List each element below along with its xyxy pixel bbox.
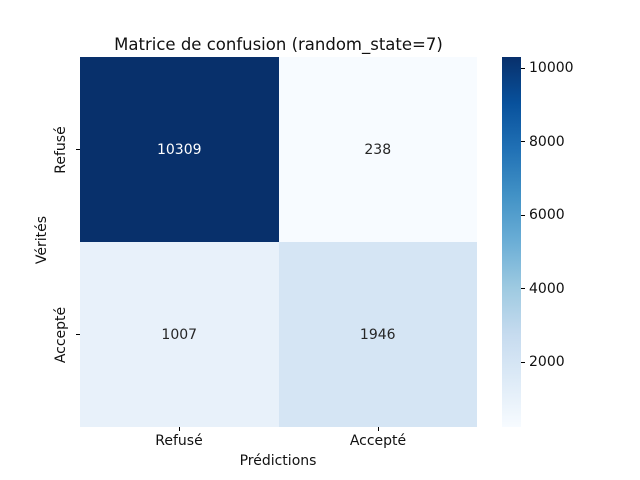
colorbar-tick-mark <box>521 141 525 143</box>
colorbar-tick-mark <box>521 214 525 216</box>
colorbar-gradient <box>502 57 521 427</box>
colorbar-tick-label: 4000 <box>529 280 565 297</box>
x-tick-label: Accepté <box>349 433 407 449</box>
y-tick-label: Accepté <box>53 306 69 363</box>
colorbar-tick-label: 8000 <box>529 133 565 150</box>
y-axis-label: Vérités <box>34 215 50 265</box>
colorbar-ticks: 2000 4000 6000 8000 10000 <box>521 57 581 427</box>
x-tick-label: Refusé <box>155 433 203 449</box>
x-tick-mark <box>178 427 180 431</box>
colorbar-tick-label: 2000 <box>529 354 565 371</box>
colorbar <box>502 57 521 427</box>
matrix-cell: 1007 <box>80 242 279 427</box>
matrix-cell: 238 <box>278 57 477 242</box>
colorbar-tick-mark <box>521 67 525 69</box>
x-axis-label: Prédictions <box>239 453 317 469</box>
colorbar-tick-mark <box>521 361 525 363</box>
colorbar-tick-label: 6000 <box>529 207 565 224</box>
y-tick-mark <box>76 149 80 151</box>
matrix-cell: 1946 <box>278 242 477 427</box>
chart-title: Matrice de confusion (random_state=7) <box>114 35 443 54</box>
colorbar-tick-mark <box>521 288 525 290</box>
y-tick-label: Refusé <box>53 125 69 174</box>
matrix-cell: 10309 <box>80 57 279 242</box>
x-tick-mark <box>377 427 379 431</box>
heatmap-grid: 10309 238 1007 1946 <box>80 57 477 427</box>
colorbar-tick-label: 10000 <box>529 60 574 77</box>
y-tick-mark <box>76 334 80 336</box>
